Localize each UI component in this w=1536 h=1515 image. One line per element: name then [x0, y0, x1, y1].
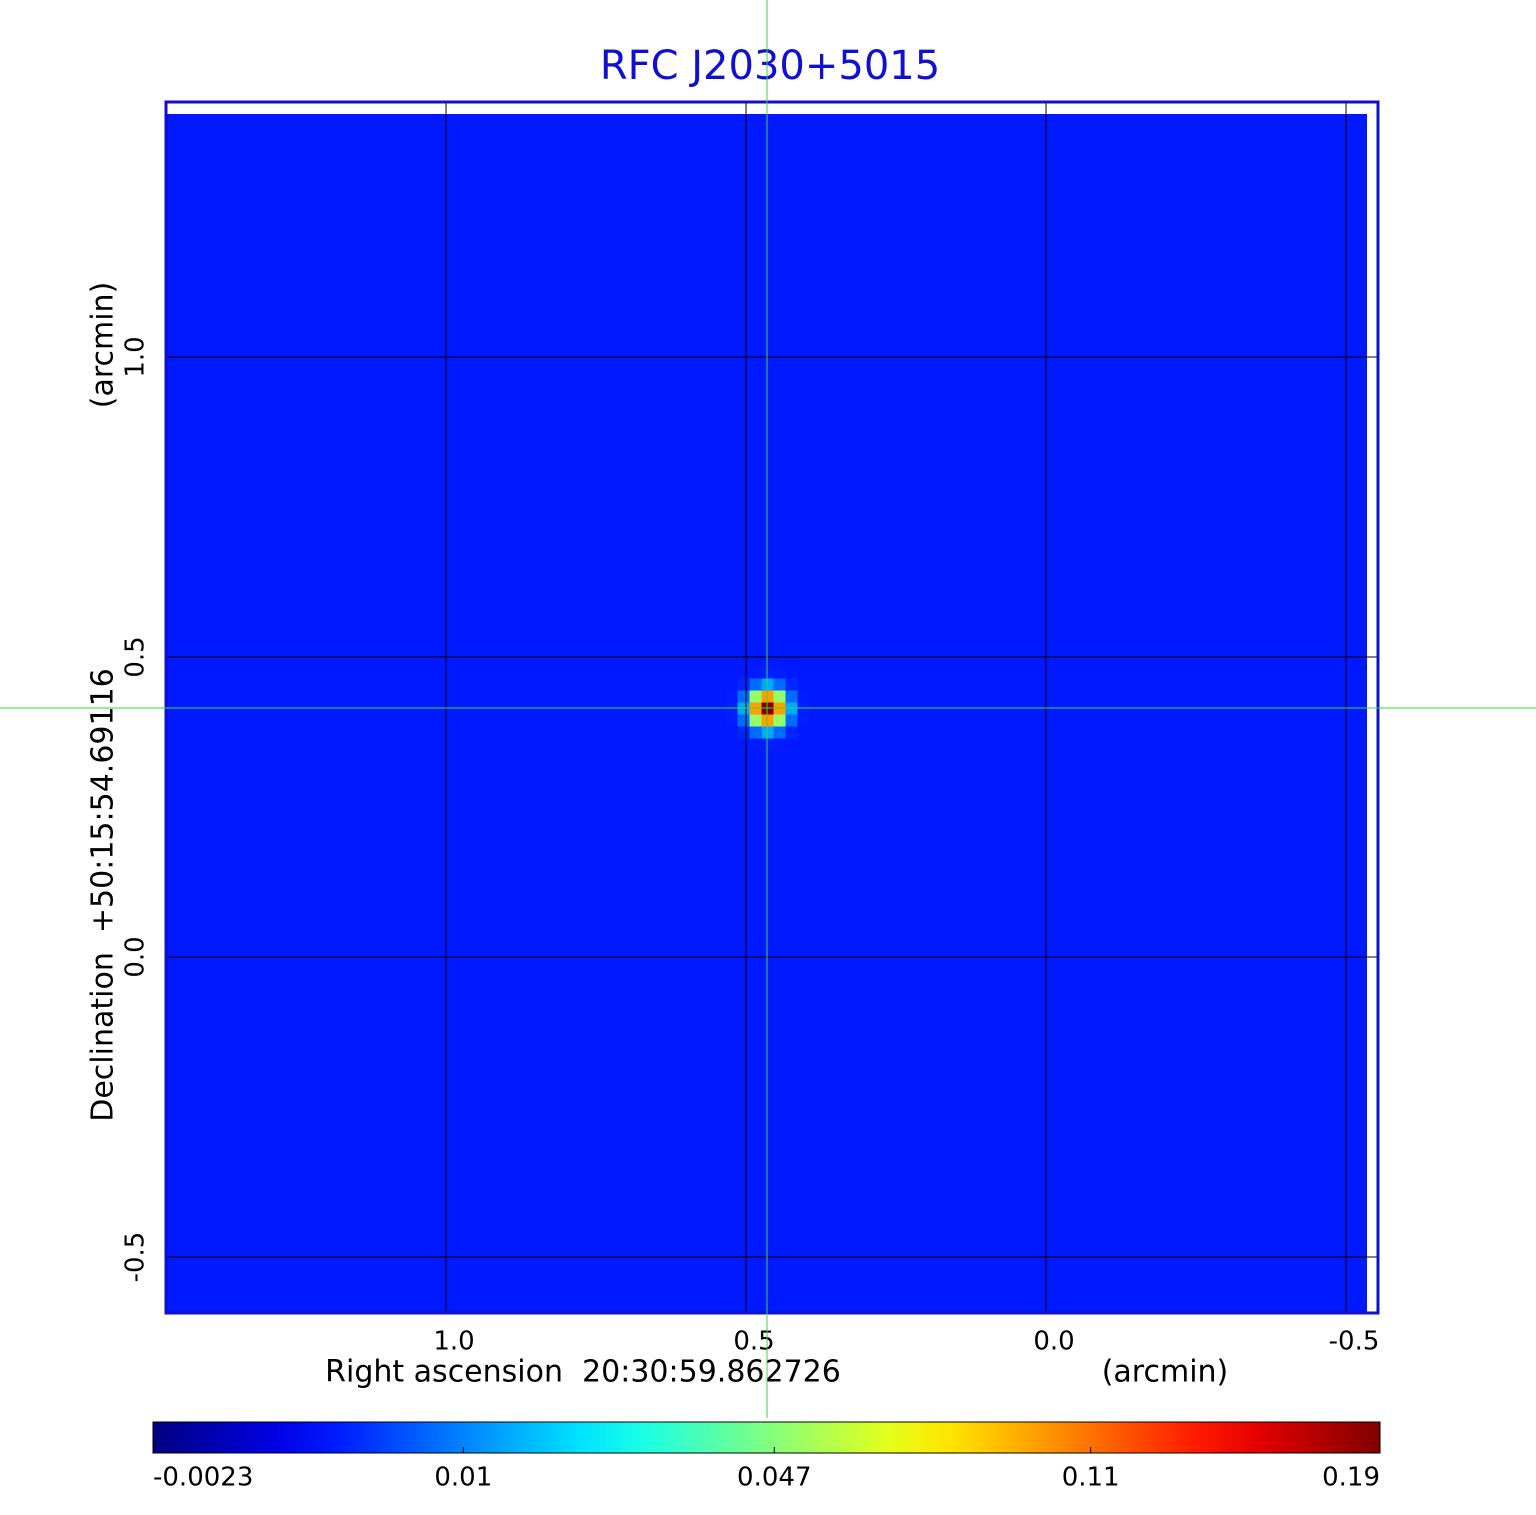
source-pixel	[773, 726, 786, 739]
colorbar-tick-label: -0.0023	[153, 1463, 253, 1493]
source-pixel	[773, 750, 786, 763]
source-pixel	[725, 666, 738, 679]
source-pixel	[773, 738, 786, 751]
source-pixel	[749, 666, 762, 679]
y-tick-label: -0.5	[121, 1232, 151, 1283]
source-pixel	[737, 750, 750, 763]
source-pixel	[737, 738, 750, 751]
y-axis-label: Declination +50:15:54.69116	[86, 668, 121, 1122]
source-pixel	[725, 690, 738, 703]
source-pixel	[797, 750, 810, 763]
source-pixel	[713, 654, 726, 667]
y-tick-label: 0.5	[121, 636, 151, 677]
source-pixel	[785, 678, 798, 691]
source-pixel	[713, 750, 726, 763]
source-pixel	[737, 678, 750, 691]
source-pixel	[809, 678, 822, 691]
chart-title: RFC J2030+5015	[600, 43, 940, 89]
source-pixel	[737, 666, 750, 679]
source-pixel	[713, 678, 726, 691]
colorbar-tick-label: 0.047	[737, 1463, 811, 1493]
source-pixel	[797, 690, 810, 703]
source-pixel	[749, 714, 762, 727]
source-pixel	[797, 678, 810, 691]
colorbar-tick-label: 0.19	[1322, 1463, 1380, 1493]
source-pixel	[749, 654, 762, 667]
source-pixel	[725, 678, 738, 691]
source-pixel	[749, 726, 762, 739]
source-pixel	[797, 726, 810, 739]
y-axis-unit: (arcmin)	[86, 282, 121, 409]
source-pixel	[785, 654, 798, 667]
source-pixel	[713, 726, 726, 739]
source-pixel	[809, 690, 822, 703]
source-pixel	[797, 738, 810, 751]
colorbar-tick-label: 0.11	[1062, 1463, 1120, 1493]
colorbar	[152, 1421, 1381, 1454]
source-pixel	[749, 678, 762, 691]
source-pixel	[713, 690, 726, 703]
source-pixel	[713, 666, 726, 679]
source-pixel	[749, 690, 762, 703]
source-pixel	[809, 654, 822, 667]
y-tick-label: 1.0	[121, 336, 151, 377]
source-pixel	[737, 726, 750, 739]
source-pixel	[785, 690, 798, 703]
source-pixel	[737, 654, 750, 667]
source-pixel	[797, 714, 810, 727]
source-pixel	[713, 738, 726, 751]
x-tick-label: 0.0	[1033, 1327, 1074, 1357]
x-tick-label: -0.5	[1329, 1327, 1380, 1357]
colorbar-tick-label: 0.01	[434, 1463, 492, 1493]
source-pixel	[785, 726, 798, 739]
source-pixel	[773, 690, 786, 703]
source-pixel	[749, 750, 762, 763]
source-pixel	[809, 726, 822, 739]
y-tick-label: 0.0	[121, 936, 151, 977]
source-pixel	[785, 738, 798, 751]
x-axis-unit: (arcmin)	[1102, 1355, 1229, 1390]
x-tick-label: 1.0	[433, 1327, 474, 1357]
source-pixel	[737, 714, 750, 727]
source-pixel	[725, 654, 738, 667]
source-pixel	[809, 666, 822, 679]
source-pixel	[809, 714, 822, 727]
source-pixel	[713, 714, 726, 727]
x-axis-label: Right ascension 20:30:59.862726	[325, 1355, 841, 1390]
source-pixel	[725, 726, 738, 739]
source-pixel	[809, 750, 822, 763]
source-pixel	[797, 654, 810, 667]
source-pixel	[773, 666, 786, 679]
source-pixel	[809, 738, 822, 751]
source-pixel	[785, 666, 798, 679]
source-pixel	[725, 714, 738, 727]
source-pixel	[749, 738, 762, 751]
source-pixel	[773, 714, 786, 727]
source	[713, 654, 822, 763]
source-pixel	[773, 654, 786, 667]
source-pixel	[785, 750, 798, 763]
plot-frame	[164, 100, 1380, 1315]
source-pixel	[785, 714, 798, 727]
source-pixel	[737, 690, 750, 703]
source-pixel	[773, 678, 786, 691]
x-tick-label: 0.5	[733, 1327, 774, 1357]
source-pixel	[725, 750, 738, 763]
source-pixel	[725, 738, 738, 751]
source-pixel	[797, 666, 810, 679]
